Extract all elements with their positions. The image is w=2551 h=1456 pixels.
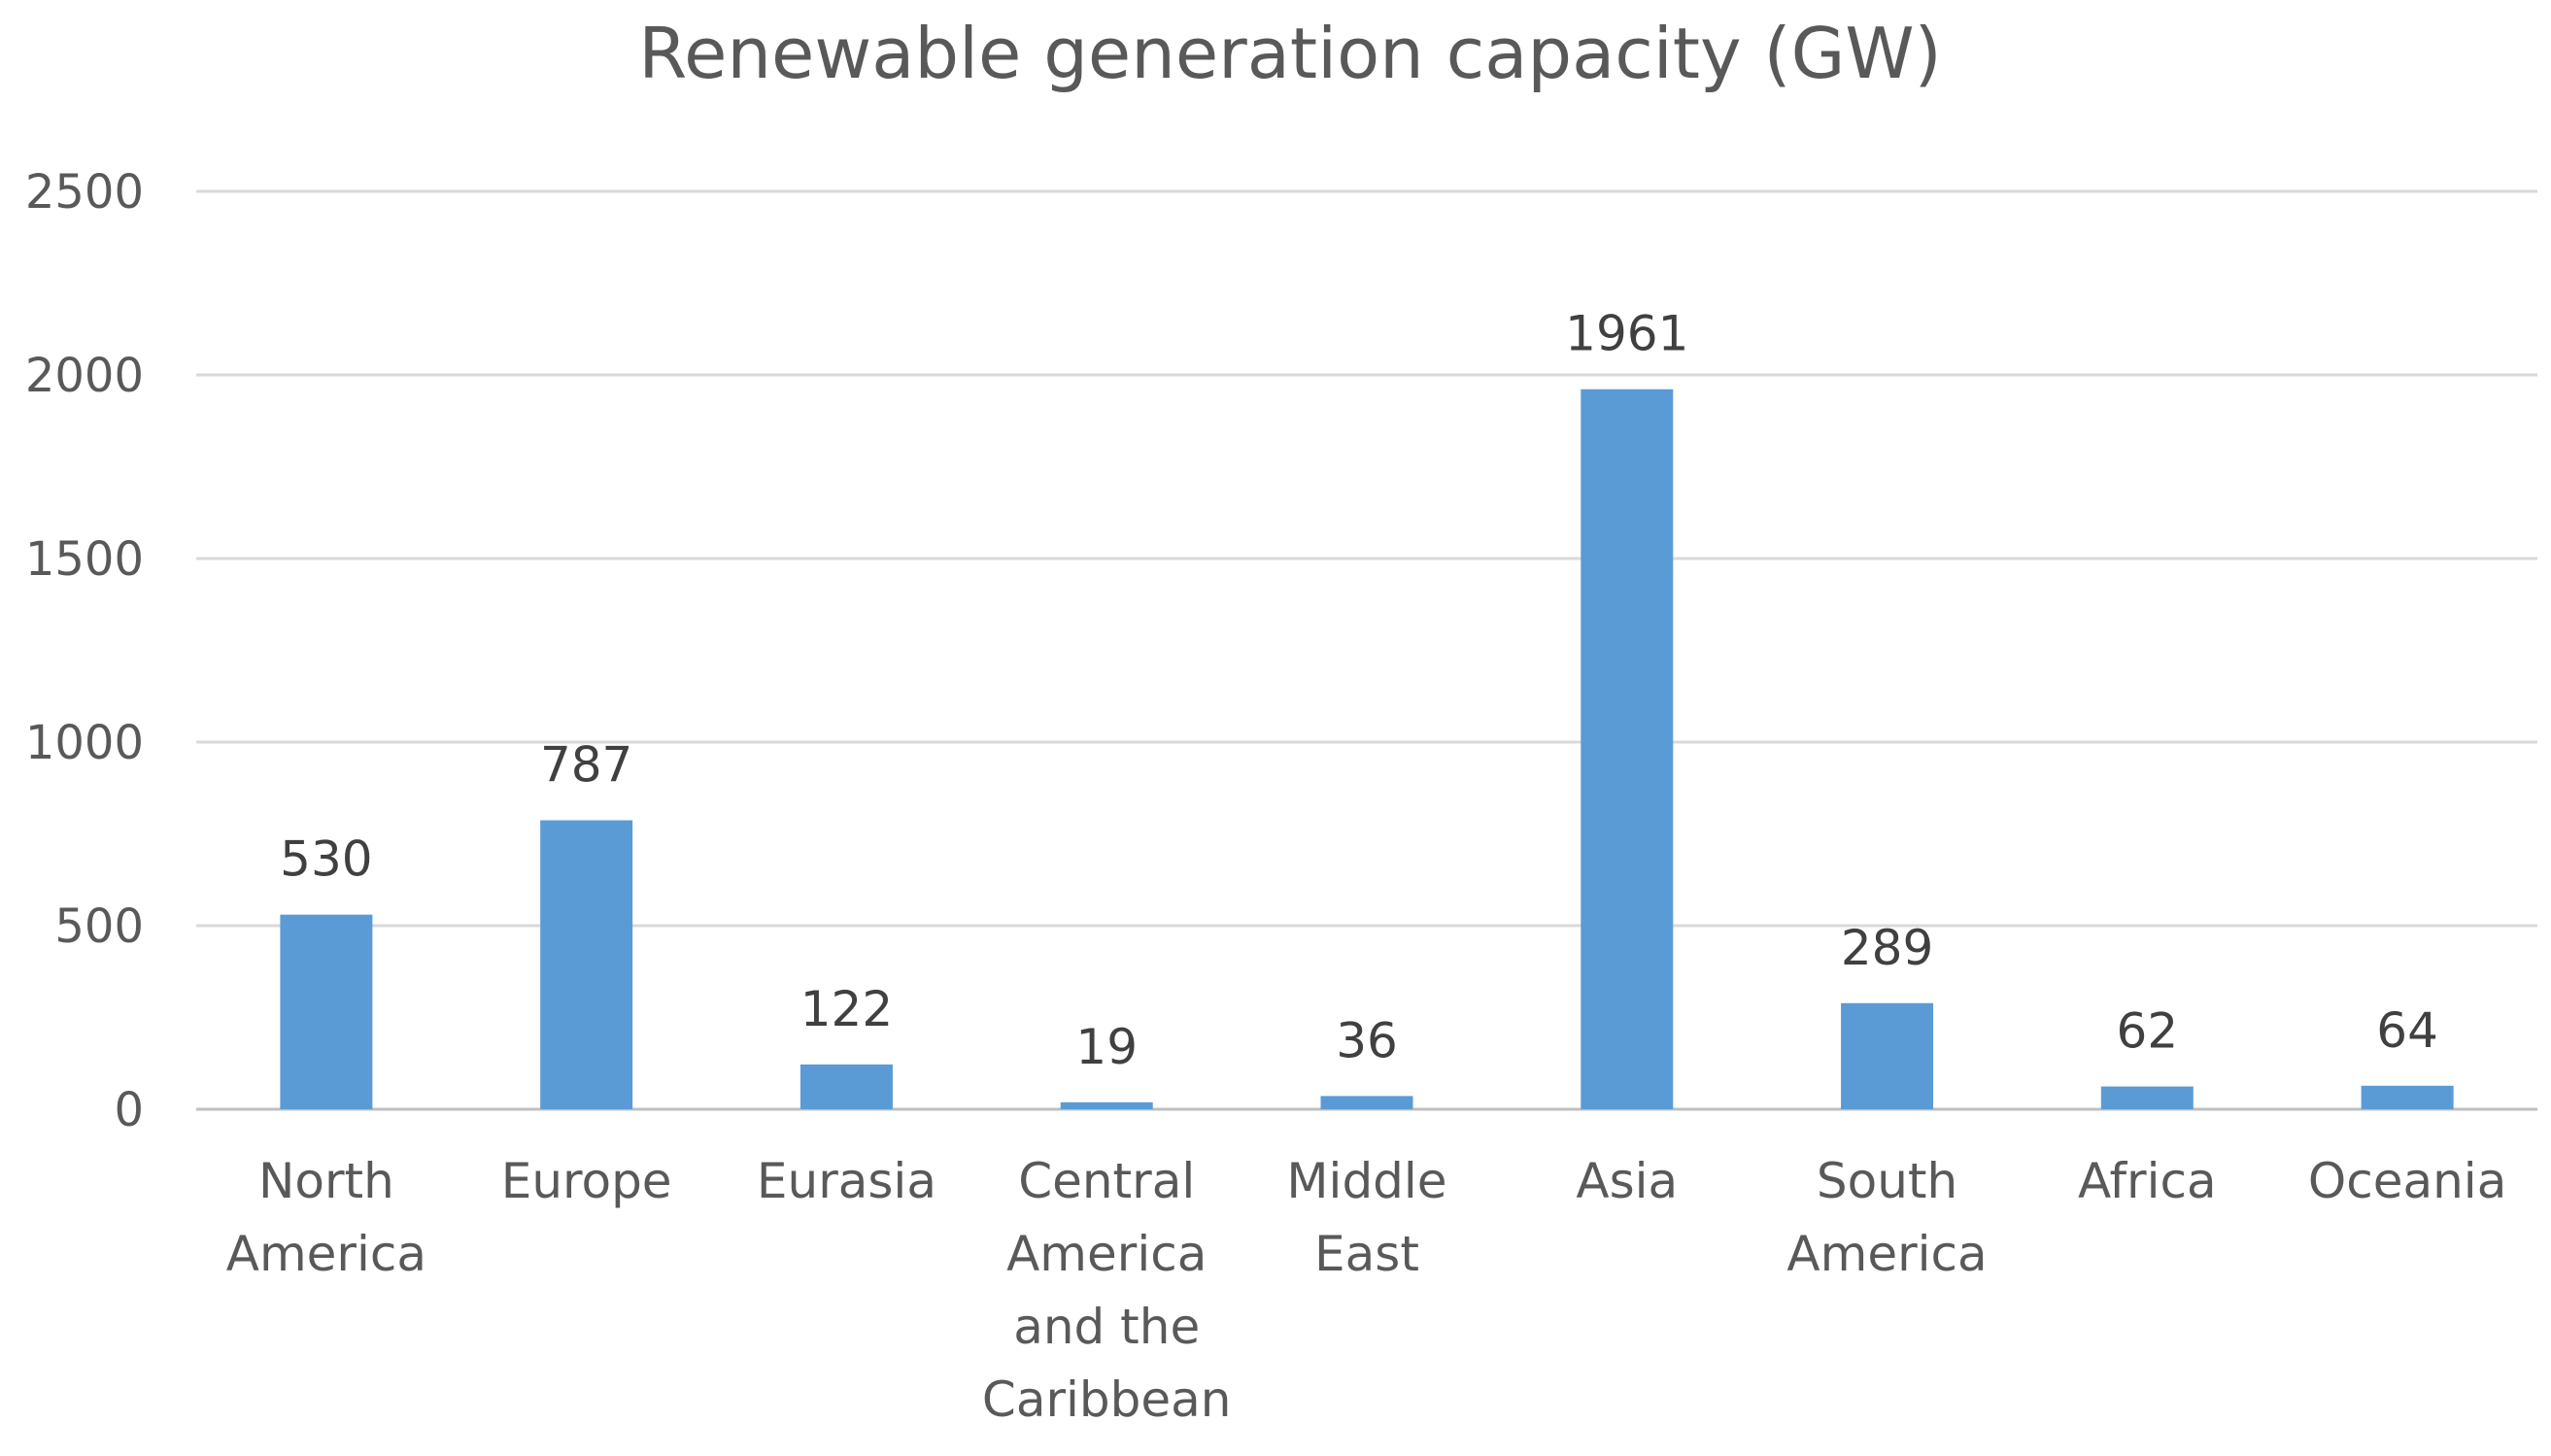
- bar: [2361, 1085, 2454, 1109]
- bar: [1060, 1101, 1153, 1109]
- y-axis-ticks: 0 500 1000 1500 2000 2500: [25, 165, 144, 1137]
- data-label: 289: [1841, 920, 1933, 976]
- y-tick-label: 1000: [25, 716, 144, 770]
- x-axis-categories: North America Europe Eurasia Central America a…: [226, 1153, 2507, 1428]
- category-label-line: America: [1006, 1226, 1207, 1282]
- category-label: Asia: [1576, 1153, 1678, 1209]
- y-tick-label: 2000: [25, 349, 144, 403]
- category-label: Europe: [501, 1153, 672, 1209]
- category-label-line: Asia: [1576, 1153, 1678, 1209]
- bar: [1581, 389, 1674, 1109]
- data-label: 62: [2117, 1003, 2179, 1060]
- bar: [2100, 1086, 2194, 1109]
- y-tick-label: 1500: [25, 532, 144, 587]
- category-label: South America: [1786, 1153, 1987, 1282]
- y-tick-label: 500: [54, 899, 144, 954]
- category-label-line: America: [1786, 1226, 1987, 1282]
- y-tick-label: 0: [114, 1083, 144, 1137]
- data-label: 1961: [1565, 306, 1688, 362]
- category-label-line: Europe: [501, 1153, 672, 1209]
- category-label: Central America and the Caribbean: [982, 1153, 1232, 1428]
- bars: [280, 389, 2454, 1109]
- category-label: Africa: [2078, 1153, 2217, 1209]
- category-label: Eurasia: [757, 1153, 936, 1209]
- category-label-line: Central: [1018, 1153, 1195, 1209]
- data-label: 64: [2376, 1002, 2438, 1059]
- category-label: North America: [226, 1153, 426, 1282]
- category-label-line: East: [1314, 1226, 1419, 1282]
- bar: [799, 1064, 893, 1109]
- category-label-line: Middle: [1286, 1153, 1446, 1209]
- category-label-line: America: [226, 1226, 426, 1282]
- bar: [540, 820, 633, 1109]
- category-label-line: Eurasia: [757, 1153, 936, 1209]
- y-tick-label: 2500: [25, 165, 144, 220]
- data-label: 787: [540, 737, 632, 794]
- category-label: Oceania: [2308, 1153, 2506, 1209]
- data-label: 19: [1075, 1019, 1138, 1075]
- bar: [1841, 1002, 1934, 1109]
- bar: [280, 914, 373, 1109]
- data-labels: 530 787 122 19 36 1961 289 62 64: [280, 306, 2438, 1075]
- data-label: 122: [800, 981, 893, 1037]
- category-label-line: Oceania: [2308, 1153, 2506, 1209]
- category-label: Middle East: [1286, 1153, 1446, 1282]
- category-label-line: North: [258, 1153, 394, 1209]
- bar: [1320, 1096, 1413, 1109]
- data-label: 36: [1336, 1012, 1398, 1068]
- category-label-line: South: [1817, 1153, 1957, 1209]
- category-label-line: Caribbean: [982, 1371, 1232, 1428]
- category-label-line: and the: [1013, 1299, 1200, 1355]
- category-label-line: Africa: [2078, 1153, 2217, 1209]
- data-label: 530: [280, 831, 372, 888]
- chart-title: Renewable generation capacity (GW): [638, 13, 1941, 94]
